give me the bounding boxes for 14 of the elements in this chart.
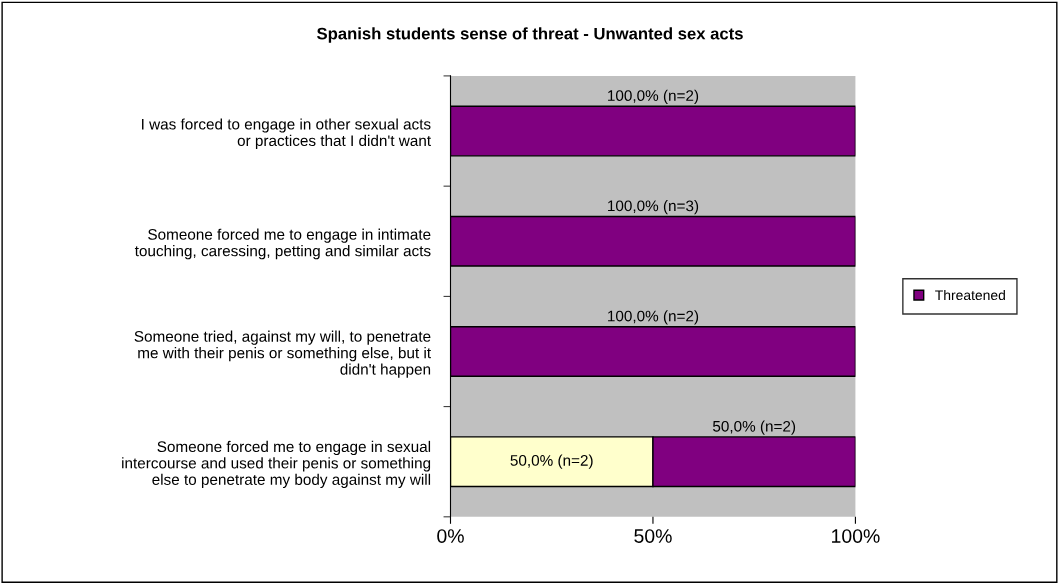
data-label: 50,0% (n=2) [712, 420, 796, 435]
y-tick-label: Someone tried, against my will, to penetrate me with their penis or something else, but it didn't happen [134, 330, 431, 378]
data-label: 100,0% (n=2) [608, 310, 699, 325]
data-label: 100,0% (n=3) [608, 200, 699, 215]
data-label: 100,0% (n=2) [608, 89, 699, 105]
y-tick-label: Someone forced me to engage in sexual intercourse and used their penis or something else to penetrate my body against my will [122, 440, 431, 488]
y-tick-label: Someone forced me to engage in intimate touching, caressing, petting and similar acts [134, 228, 431, 260]
x-tick-label: 0% [437, 529, 464, 543]
x-tick-label: 100% [832, 529, 880, 543]
x-tick-label: 50% [634, 529, 672, 543]
chart-title: Spanish students sense of threat - Unwanted sex acts [317, 27, 743, 43]
y-tick-label: I was forced to engage in other sexual acts or practices that I didn't want [142, 118, 431, 150]
data-label: 50,0% (n=2) [510, 454, 593, 469]
legend-label: Threatened [935, 289, 1005, 301]
